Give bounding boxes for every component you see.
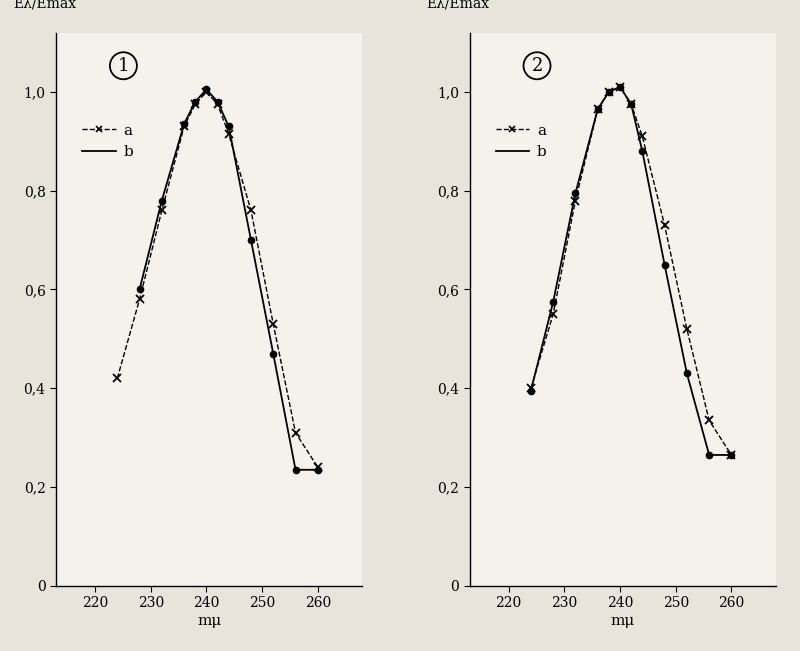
a xyxy=(682,325,692,333)
Line: b: b xyxy=(137,86,321,473)
b xyxy=(246,236,256,244)
b xyxy=(570,189,580,197)
b xyxy=(269,350,278,357)
a xyxy=(704,417,714,424)
Text: 1: 1 xyxy=(118,57,129,75)
a xyxy=(246,206,256,214)
Line: a: a xyxy=(526,83,736,459)
a xyxy=(313,464,322,471)
b xyxy=(313,466,322,474)
b xyxy=(224,122,234,130)
a xyxy=(113,374,122,382)
b xyxy=(615,83,625,90)
a xyxy=(202,88,211,96)
a xyxy=(224,130,234,138)
a xyxy=(726,451,736,459)
Text: Eλ/Emax: Eλ/Emax xyxy=(426,0,490,10)
b xyxy=(593,105,602,113)
a xyxy=(190,100,200,108)
a xyxy=(615,83,625,90)
Text: 2: 2 xyxy=(531,57,542,75)
b xyxy=(134,286,144,294)
b xyxy=(179,120,189,128)
a xyxy=(269,320,278,328)
b xyxy=(638,147,647,155)
b xyxy=(213,98,222,105)
b xyxy=(704,451,714,459)
a xyxy=(213,100,222,108)
Legend: a, b: a, b xyxy=(490,118,553,165)
Text: Eλ/Emax: Eλ/Emax xyxy=(13,0,76,10)
X-axis label: mμ: mμ xyxy=(197,615,222,628)
a xyxy=(593,105,602,113)
Line: a: a xyxy=(113,88,322,471)
b xyxy=(682,370,692,378)
b xyxy=(290,466,300,474)
a xyxy=(638,132,647,140)
b xyxy=(157,197,166,204)
a xyxy=(290,429,300,437)
b xyxy=(202,85,211,93)
a xyxy=(526,384,536,392)
b xyxy=(604,88,614,96)
b xyxy=(660,261,670,269)
X-axis label: mμ: mμ xyxy=(610,615,635,628)
a xyxy=(660,221,670,229)
a xyxy=(604,88,614,96)
a xyxy=(179,122,189,130)
Legend: a, b: a, b xyxy=(76,118,139,165)
a xyxy=(157,206,166,214)
b xyxy=(548,298,558,306)
Line: b: b xyxy=(528,84,734,458)
a xyxy=(134,296,144,303)
b xyxy=(526,387,536,395)
a xyxy=(570,197,580,204)
a xyxy=(626,100,636,108)
b xyxy=(190,98,200,105)
a xyxy=(548,311,558,318)
b xyxy=(626,100,636,108)
b xyxy=(726,451,736,459)
